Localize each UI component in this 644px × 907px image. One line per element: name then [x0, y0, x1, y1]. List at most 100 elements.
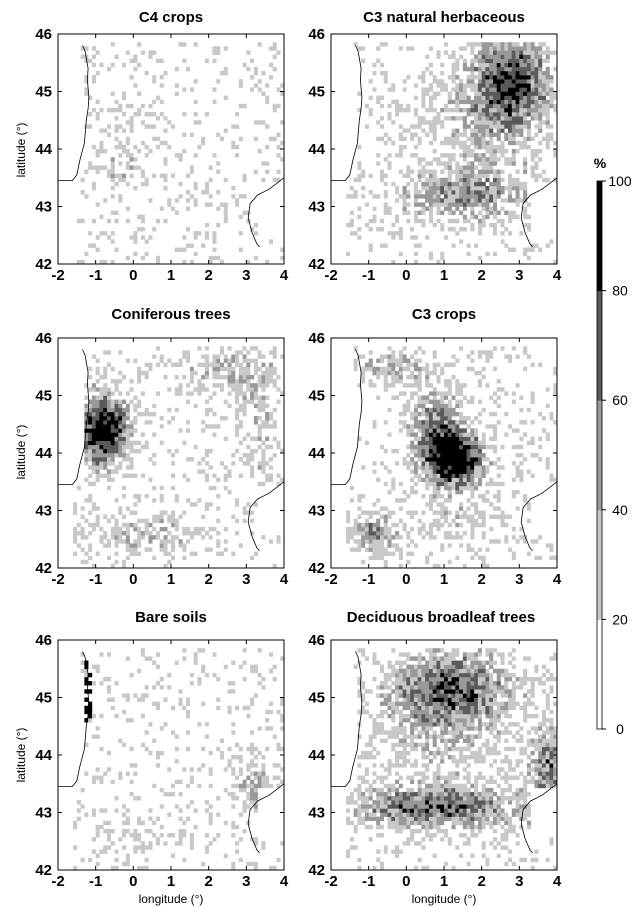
- cover-cell: [129, 457, 134, 462]
- cover-cell: [133, 845, 138, 850]
- cover-cell: [455, 453, 460, 458]
- cover-cell: [470, 395, 475, 400]
- cover-cell: [372, 734, 377, 739]
- cover-cell: [349, 526, 354, 532]
- cover-cell: [496, 481, 501, 487]
- cover-cell: [379, 804, 385, 809]
- cover-cell: [511, 161, 516, 166]
- cover-cell: [485, 95, 490, 101]
- cover-cell: [526, 440, 531, 446]
- cover-cell: [167, 358, 172, 363]
- cover-cell: [193, 42, 198, 47]
- cover-cell: [238, 767, 243, 772]
- cover-cell: [204, 58, 209, 64]
- cover-cell: [413, 734, 418, 739]
- cover-cell: [534, 243, 539, 248]
- cover-cell: [515, 194, 520, 199]
- cover-cell: [261, 676, 266, 682]
- cover-cell: [155, 681, 160, 686]
- cover-cell: [523, 206, 528, 211]
- cover-cell: [402, 498, 407, 503]
- cover-cell: [152, 173, 157, 179]
- cover-cell: [485, 206, 490, 211]
- cover-cell: [474, 469, 479, 474]
- cover-cell: [402, 346, 407, 351]
- cover-cell: [387, 469, 392, 474]
- cover-cell: [383, 379, 388, 384]
- cover-cell: [125, 531, 130, 536]
- cover-cell: [197, 391, 202, 396]
- cover-cell: [118, 416, 123, 421]
- cover-cell: [432, 440, 437, 446]
- cover-cell: [379, 808, 385, 813]
- cover-cell: [103, 149, 108, 154]
- cover-cell: [133, 83, 138, 88]
- cover-cell: [459, 477, 464, 483]
- cover-cell: [246, 366, 251, 372]
- cover-cell: [425, 432, 430, 437]
- cover-cell: [432, 362, 437, 368]
- cover-cell: [391, 726, 396, 731]
- cover-cell: [515, 42, 520, 47]
- cover-cell: [474, 457, 479, 462]
- cover-cell: [242, 506, 247, 511]
- cover-cell: [421, 681, 426, 686]
- cover-cell: [88, 432, 93, 437]
- cover-cell: [133, 526, 138, 532]
- cover-cell: [534, 453, 539, 458]
- cover-cell: [466, 153, 471, 158]
- cover-cell: [444, 473, 449, 478]
- cover-cell: [223, 539, 228, 544]
- cover-cell: [144, 177, 149, 183]
- cover-cell: [167, 767, 172, 772]
- cover-cell: [182, 543, 187, 548]
- cover-cell: [261, 453, 266, 458]
- cover-cell: [178, 383, 183, 388]
- cover-cell: [534, 116, 539, 121]
- cover-cell: [118, 153, 123, 158]
- cover-cell: [201, 457, 206, 462]
- cover-cell: [182, 374, 187, 380]
- cover-cell: [189, 535, 194, 540]
- cover-cell: [477, 473, 482, 478]
- cover-cell: [99, 128, 104, 133]
- cover-cell: [545, 66, 550, 72]
- cover-cell: [459, 227, 464, 232]
- cover-cell: [387, 685, 392, 690]
- cover-cell: [519, 132, 524, 137]
- cover-cell: [189, 457, 194, 462]
- cover-cell: [261, 399, 266, 405]
- cover-cell: [398, 722, 403, 727]
- cover-cell: [106, 833, 112, 838]
- cover-cell: [500, 66, 505, 72]
- cover-cell: [91, 837, 96, 842]
- cover-cell: [208, 841, 213, 846]
- cover-cell: [395, 685, 400, 690]
- cover-cell: [391, 370, 396, 376]
- cover-cell: [212, 485, 217, 491]
- cover-cell: [99, 403, 104, 409]
- cover-cell: [227, 469, 232, 474]
- cover-cell: [125, 416, 130, 421]
- cover-cell: [470, 399, 475, 405]
- cover-cell: [470, 535, 475, 540]
- cover-cell: [417, 399, 422, 405]
- cover-cell: [376, 358, 381, 363]
- cover-cell: [212, 432, 217, 437]
- cover-cell: [492, 444, 498, 450]
- cover-cell: [159, 518, 164, 524]
- cover-cell: [489, 87, 494, 92]
- cover-cell: [95, 506, 100, 511]
- cover-cell: [447, 477, 452, 483]
- cover-cell: [133, 440, 138, 446]
- cover-cell: [500, 239, 505, 244]
- cover-cell: [485, 103, 490, 109]
- cover-cell: [425, 672, 430, 678]
- cover-cell: [413, 379, 418, 384]
- cover-cell: [76, 543, 81, 548]
- cover-cell: [395, 709, 400, 715]
- cover-cell: [346, 531, 351, 536]
- cover-cell: [413, 722, 418, 727]
- cover-cell: [361, 693, 366, 698]
- cover-cell: [387, 672, 392, 678]
